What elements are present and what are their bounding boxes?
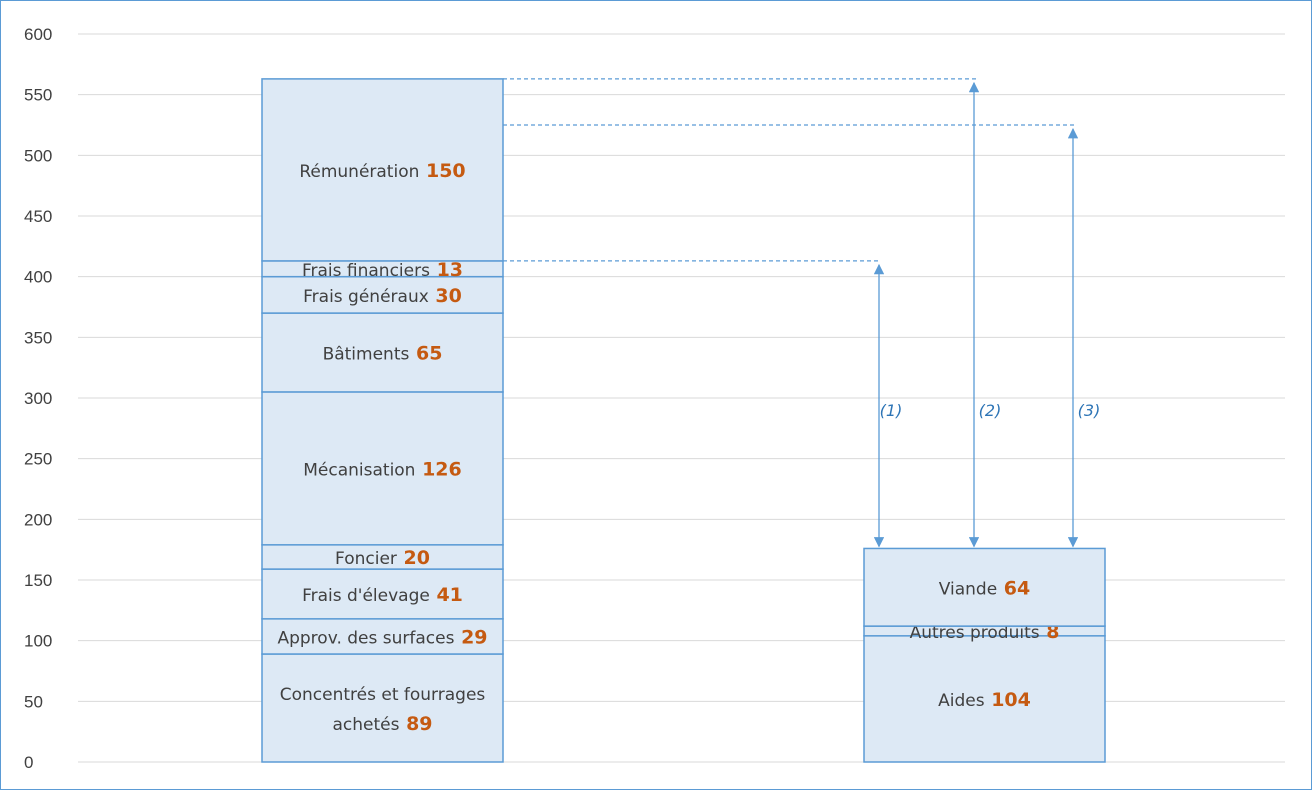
- segment-label: Approv. des surfaces 29: [277, 626, 487, 648]
- y-tick-label: 100: [24, 632, 52, 651]
- bar-segment: [261, 312, 504, 393]
- segment-label: achetés 89: [332, 713, 432, 735]
- y-tick-label: 300: [24, 389, 52, 408]
- arrow-label: (2): [979, 401, 1002, 420]
- bar-segment: [863, 635, 1106, 763]
- bar-segment: [261, 275, 504, 314]
- segment-label: Foncier 20: [335, 547, 430, 569]
- arrow-label: (1): [880, 401, 903, 420]
- y-tick-label: 500: [24, 146, 52, 165]
- y-tick-label: 450: [24, 207, 52, 226]
- y-tick-label: 550: [24, 86, 52, 105]
- y-tick-label: 350: [24, 328, 52, 347]
- y-tick-label: 250: [24, 450, 52, 469]
- segment-label: Concentrés et fourrages: [280, 685, 486, 705]
- y-tick-label: 200: [24, 510, 52, 529]
- bar-segment: [261, 568, 504, 620]
- segment-label: Frais généraux 30: [303, 285, 462, 307]
- y-tick-label: 150: [24, 571, 52, 590]
- bar-segment: [261, 618, 504, 655]
- y-tick-label: 0: [24, 753, 33, 772]
- bar-segment: [261, 78, 504, 262]
- bar-segment: [863, 547, 1106, 627]
- segment-label: Frais financiers 13: [302, 259, 463, 281]
- y-tick-label: 600: [24, 25, 52, 44]
- arrow-label: (3): [1078, 401, 1101, 420]
- y-tick-label: 50: [24, 692, 43, 711]
- y-tick-label: 400: [24, 268, 52, 287]
- bar-segment: [261, 544, 504, 570]
- bar-segment: [261, 653, 504, 763]
- bar-segment: [261, 391, 504, 546]
- segment-label: Frais d'élevage 41: [302, 584, 463, 606]
- segment-label: Bâtiments 65: [323, 343, 443, 365]
- segment-label: Mécanisation 126: [303, 458, 462, 480]
- segment-label: Rémunération 150: [299, 160, 465, 182]
- segment-label: Aides 104: [938, 689, 1031, 711]
- segment-label: Viande 64: [939, 577, 1030, 599]
